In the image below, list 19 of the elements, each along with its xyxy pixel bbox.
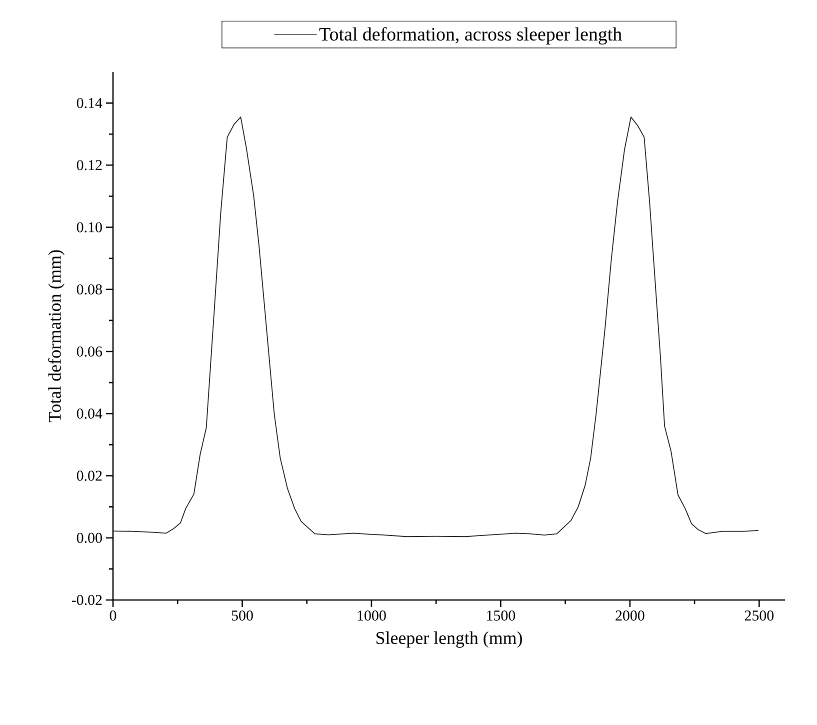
y-tick-label: 0.02 bbox=[76, 470, 102, 481]
x-tick-label: 2000 bbox=[616, 610, 644, 621]
y-tick-label: 0.10 bbox=[76, 222, 102, 232]
x-tick-label: 1500 bbox=[487, 610, 516, 621]
x-tick-label: 1000 bbox=[358, 610, 386, 621]
x-axis-title: Sleeper length (mm) bbox=[376, 631, 522, 648]
y-tick-label: 0.00 bbox=[76, 532, 102, 543]
y-axis-title: Total deformation (mm) bbox=[48, 250, 65, 422]
y-tick-label: -0.02 bbox=[72, 594, 102, 606]
y-tick-label: 0.04 bbox=[76, 408, 102, 419]
y-tick-label: 0.12 bbox=[76, 160, 102, 170]
x-tick-label: 2500 bbox=[744, 610, 774, 621]
x-tick-label: 0 bbox=[110, 610, 116, 621]
legend-label: Total deformation, across sleeper length bbox=[319, 27, 622, 45]
y-tick-label: 0.06 bbox=[76, 346, 102, 357]
line-series bbox=[112, 116, 759, 538]
y-tick-label: 0.14 bbox=[76, 98, 102, 108]
x-tick-label: 500 bbox=[232, 610, 253, 621]
y-tick-label: 0.08 bbox=[76, 284, 102, 294]
